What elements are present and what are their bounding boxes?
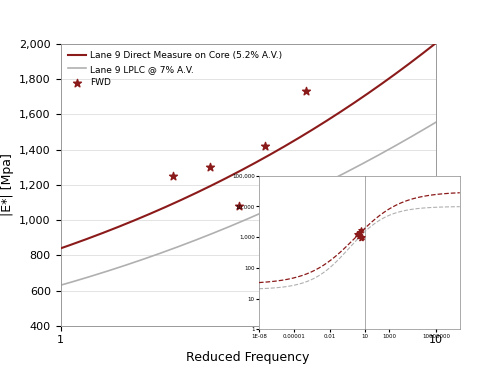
Lane 9 Direct Measure on Core (5.2% A.V.) bbox=[333, 112, 339, 117]
X-axis label: Reduced Frequency: Reduced Frequency bbox=[186, 351, 310, 364]
Lane 9 LPLC @ 7% A.V. bbox=[177, 244, 183, 248]
Y-axis label: |E*| [Mpa]: |E*| [Mpa] bbox=[0, 153, 14, 216]
Lane 9 LPLC @ 7% A.V. bbox=[333, 175, 339, 179]
Point bbox=[353, 231, 361, 237]
FWD bbox=[319, 217, 327, 223]
Lane 9 LPLC @ 7% A.V. bbox=[332, 176, 337, 180]
Point bbox=[358, 234, 365, 240]
Lane 9 LPLC @ 7% A.V. bbox=[296, 194, 302, 198]
FWD bbox=[206, 164, 213, 170]
Point bbox=[354, 231, 362, 236]
FWD bbox=[302, 89, 309, 94]
Line: Lane 9 Direct Measure on Core (5.2% A.V.): Lane 9 Direct Measure on Core (5.2% A.V.… bbox=[53, 37, 443, 251]
Legend: Lane 9 Direct Measure on Core (5.2% A.V.), Lane 9 LPLC @ 7% A.V., FWD: Lane 9 Direct Measure on Core (5.2% A.V.… bbox=[65, 48, 285, 90]
Lane 9 Direct Measure on Core (5.2% A.V.) bbox=[440, 35, 446, 40]
Lane 9 Direct Measure on Core (5.2% A.V.) bbox=[97, 232, 103, 236]
Lane 9 Direct Measure on Core (5.2% A.V.) bbox=[50, 249, 56, 253]
Line: Lane 9 LPLC @ 7% A.V.: Lane 9 LPLC @ 7% A.V. bbox=[53, 118, 443, 287]
Point bbox=[357, 227, 365, 233]
Lane 9 Direct Measure on Core (5.2% A.V.) bbox=[205, 185, 211, 190]
Point bbox=[356, 229, 364, 235]
Lane 9 Direct Measure on Core (5.2% A.V.) bbox=[296, 136, 302, 141]
Lane 9 LPLC @ 7% A.V. bbox=[50, 285, 56, 290]
FWD bbox=[261, 143, 269, 149]
Point bbox=[357, 235, 365, 241]
Lane 9 Direct Measure on Core (5.2% A.V.) bbox=[332, 113, 337, 118]
FWD bbox=[236, 203, 243, 209]
Lane 9 LPLC @ 7% A.V. bbox=[440, 116, 446, 120]
FWD bbox=[169, 173, 177, 179]
FWD bbox=[290, 226, 298, 232]
Point bbox=[355, 233, 363, 239]
Lane 9 Direct Measure on Core (5.2% A.V.) bbox=[177, 198, 183, 203]
Lane 9 LPLC @ 7% A.V. bbox=[97, 271, 103, 276]
Lane 9 LPLC @ 7% A.V. bbox=[205, 233, 211, 238]
